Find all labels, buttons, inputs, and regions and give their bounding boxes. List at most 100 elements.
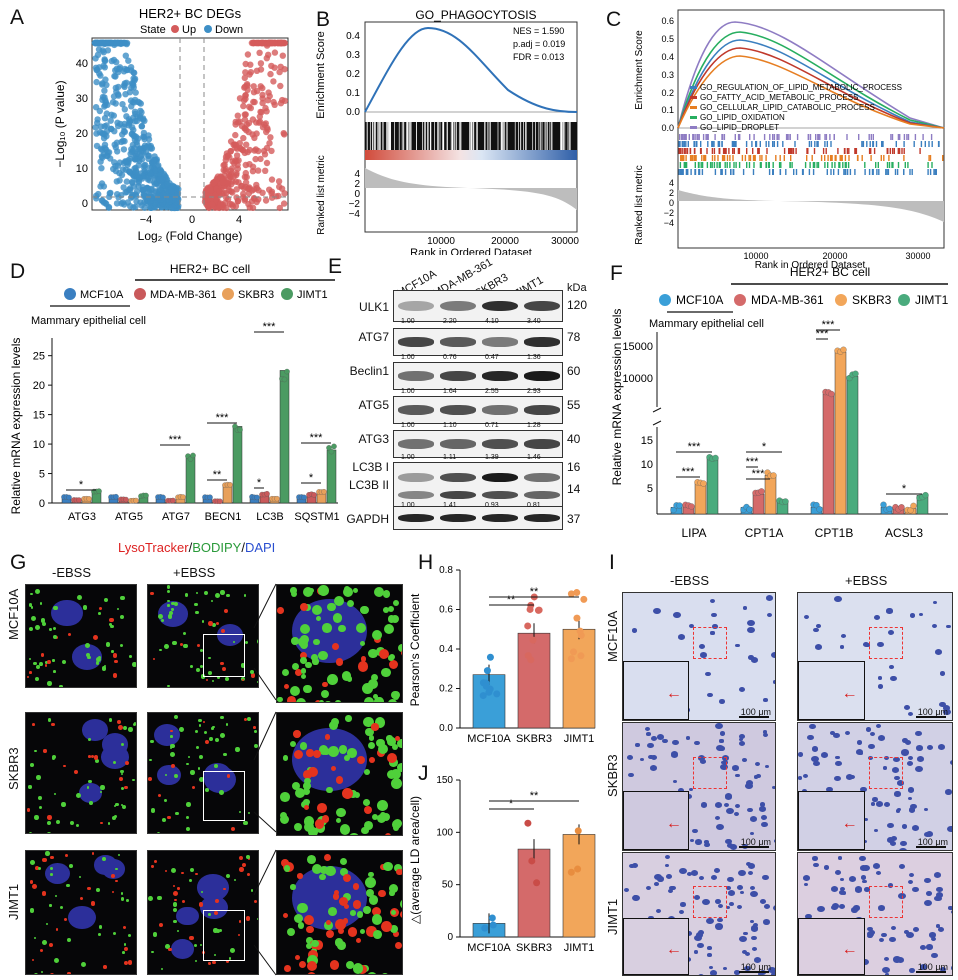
cell-nucleus (802, 874, 811, 881)
volcano-point-down (101, 130, 108, 138)
data-dot (758, 488, 765, 495)
lysosome-dot (208, 621, 213, 626)
lipid-droplet-dot (82, 605, 88, 610)
volcano-point-down (128, 178, 136, 186)
lipid-droplet-dot (228, 957, 231, 960)
es-curve-droplet (677, 21, 945, 129)
volcano-point-up (241, 74, 248, 82)
lipid-droplet-dot (195, 610, 199, 615)
lipid-droplet-dot (343, 893, 352, 902)
cell-nucleus (708, 965, 713, 970)
lysosome-dot (322, 681, 328, 688)
cell-nucleus (753, 775, 759, 779)
lipid-droplet-dot (174, 773, 179, 778)
lipid-droplet-dot (317, 650, 328, 661)
lipid-droplet-dot (396, 738, 402, 749)
cell-nucleus (679, 868, 687, 875)
lipid-droplet-dot (391, 768, 401, 779)
cell-nucleus (905, 740, 912, 745)
lipid-droplet-dot (345, 961, 354, 970)
cell-nucleus (733, 811, 740, 816)
cell-nucleus (670, 751, 679, 758)
quant-value: 1.11 (443, 454, 457, 461)
cell-nucleus (635, 743, 640, 747)
cell-nucleus (717, 903, 724, 909)
volcano-point-down (138, 123, 145, 130)
lipid-droplet-dot (243, 594, 246, 597)
protein-label: LC3B I (352, 460, 389, 474)
lipid-droplet-dot (149, 739, 154, 744)
lysosome-dot (167, 947, 172, 952)
data-dot (133, 497, 139, 504)
legend-label: GO_CELLULAR_LIPID_CATABOLIC_PROCESS (700, 103, 875, 112)
band (524, 472, 560, 482)
volcano-point-down (165, 196, 173, 203)
data-dot (898, 504, 905, 511)
lysosome-dot (366, 926, 377, 937)
cell-nucleus (841, 891, 846, 895)
bar (562, 628, 596, 729)
lysosome-dot (67, 971, 71, 974)
volcano-point-up (242, 169, 249, 177)
lipid-droplet-dot (170, 752, 176, 757)
lysosome-dot (111, 874, 116, 879)
lipid-droplet-dot (114, 802, 119, 807)
lipid-droplet-dot (318, 745, 329, 755)
volcano-point-up (224, 152, 232, 159)
quant-value: 1.10 (443, 422, 457, 429)
cell-nucleus (835, 760, 843, 767)
legend-swatch-mcf10a (659, 294, 671, 306)
cell-nucleus (935, 892, 944, 899)
lipid-droplet-dot (280, 792, 290, 802)
data-dot (207, 494, 213, 501)
ytick: 0.6 (439, 605, 453, 616)
lysosome-dot (343, 873, 352, 883)
ytick: 0.0 (346, 107, 360, 118)
lipid-droplet-dot (68, 863, 73, 868)
cell-nucleus (718, 746, 725, 751)
cell-nucleus (750, 925, 759, 932)
quant-value: 1.00 (401, 502, 415, 509)
lysosome-dot (93, 755, 98, 760)
quant-value: 1.41 (443, 502, 457, 509)
lysosome-dot (283, 683, 290, 690)
volcano-point-down (119, 166, 127, 173)
rank-gradient (365, 150, 577, 160)
lipid-droplet-dot (186, 826, 191, 831)
cell-nucleus (908, 872, 914, 877)
volcano-point-down (138, 109, 145, 116)
fluorescence-image (147, 850, 259, 975)
volcano-point-up (216, 188, 223, 195)
volcano-point-down (147, 170, 154, 178)
legend-swatch-skbr3 (835, 294, 847, 306)
cell-nucleus (932, 600, 938, 605)
data-dot (880, 501, 887, 508)
data-dot (488, 914, 496, 922)
nucleus (82, 718, 108, 741)
sig-label: ** (530, 586, 539, 598)
lipid-droplet-dot (29, 831, 33, 833)
lipid-droplet-dot (368, 648, 378, 659)
volcano-point-down (97, 123, 105, 130)
lipid-droplet-dot (225, 676, 230, 681)
lysosome-dot (114, 659, 118, 663)
ytick: 0.0 (661, 123, 674, 133)
volcano-point-up (210, 179, 217, 187)
lysosome-dot (172, 890, 178, 896)
cell-nucleus (943, 708, 951, 716)
data-dot (66, 494, 72, 501)
volcano-point-up (257, 60, 265, 67)
ytick: 0 (669, 198, 674, 208)
kda-value: 55 (567, 398, 581, 412)
xtick: 20000 (491, 236, 519, 247)
lipid-droplet-dot (49, 904, 52, 907)
band (524, 514, 560, 522)
quant-value: 1.00 (401, 454, 415, 461)
band (440, 300, 476, 312)
cell-nucleus (877, 675, 883, 680)
scale-label: 100 μm (740, 837, 771, 847)
cell-nucleus (702, 899, 710, 906)
lipid-droplet-dot (350, 910, 356, 916)
lipid-droplet-dot (373, 586, 385, 598)
volcano-point-down (140, 129, 148, 137)
